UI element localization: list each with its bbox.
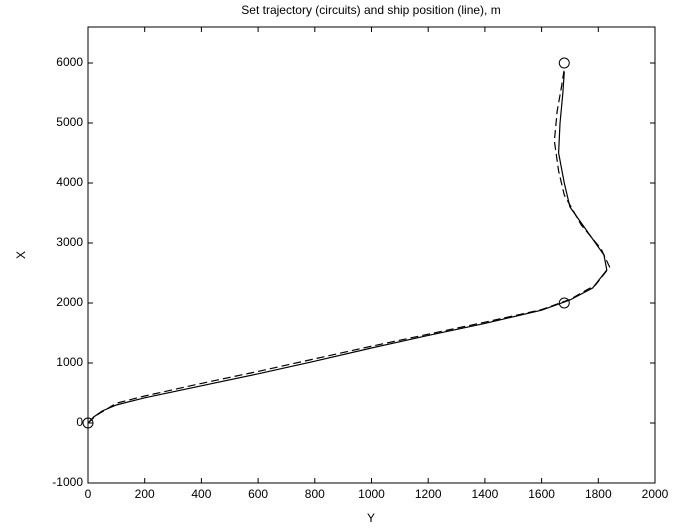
waypoint-marker — [558, 297, 570, 309]
x-tick-label: 600 — [248, 487, 268, 501]
x-tick-label: 1000 — [358, 487, 385, 501]
y-tick-label: 3000 — [56, 235, 83, 249]
y-tick-label: 0 — [76, 415, 83, 429]
y-tick-label: 4000 — [56, 175, 83, 189]
x-tick-label: 800 — [305, 487, 325, 501]
x-axis-label: Y — [367, 511, 375, 525]
chart-title: Set trajectory (circuits) and ship posit… — [241, 3, 500, 17]
x-tick-label: 1600 — [528, 487, 555, 501]
x-tick-label: 0 — [85, 487, 92, 501]
y-tick-label: 6000 — [56, 55, 83, 69]
x-tick-label: 1200 — [415, 487, 442, 501]
waypoint-marker — [82, 417, 94, 429]
waypoint-marker — [558, 57, 570, 69]
x-tick-label: 200 — [135, 487, 155, 501]
y-tick-label: -1000 — [52, 475, 83, 489]
y-tick-label: 1000 — [56, 355, 83, 369]
x-tick-label: 1800 — [585, 487, 612, 501]
y-tick-label: 2000 — [56, 295, 83, 309]
y-axis-label: X — [14, 251, 28, 259]
trajectory-line — [87, 68, 611, 424]
y-tick-label: 5000 — [56, 115, 83, 129]
x-tick-label: 2000 — [642, 487, 669, 501]
x-tick-label: 1400 — [472, 487, 499, 501]
x-tick-label: 400 — [191, 487, 211, 501]
